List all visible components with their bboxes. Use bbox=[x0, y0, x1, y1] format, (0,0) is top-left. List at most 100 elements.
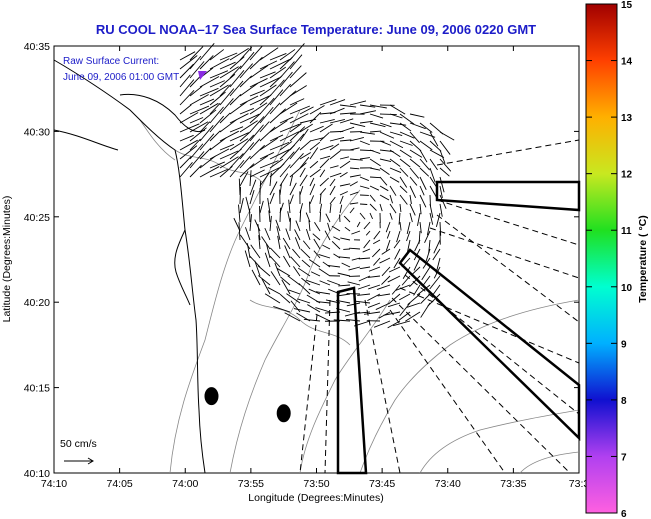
current-vector bbox=[369, 185, 380, 191]
current-vector bbox=[379, 122, 392, 128]
current-vector bbox=[339, 126, 355, 133]
current-vector bbox=[319, 98, 337, 106]
current-vector bbox=[313, 250, 321, 259]
current-vector bbox=[199, 133, 215, 151]
current-vector bbox=[219, 98, 234, 115]
current-vector bbox=[399, 140, 413, 146]
current-vector bbox=[297, 267, 311, 277]
current-vector bbox=[295, 220, 301, 232]
current-vector bbox=[309, 141, 321, 151]
current-vector bbox=[406, 302, 421, 308]
current-vector bbox=[325, 299, 341, 304]
current-vector bbox=[293, 308, 311, 313]
current-vector bbox=[279, 83, 292, 97]
current-vector bbox=[409, 113, 425, 118]
x-tick-label: 74:00 bbox=[172, 478, 198, 490]
current-vector bbox=[359, 185, 370, 190]
current-vector bbox=[306, 228, 311, 241]
current-vector bbox=[379, 158, 392, 163]
current-vector bbox=[257, 265, 271, 277]
coastline bbox=[53, 59, 206, 474]
current-vector bbox=[283, 255, 291, 268]
current-vector bbox=[279, 102, 298, 115]
current-vector bbox=[287, 275, 301, 286]
current-vector bbox=[286, 293, 301, 304]
current-vector bbox=[429, 185, 438, 199]
current-vector bbox=[357, 284, 371, 290]
current-vector bbox=[199, 155, 216, 169]
current-vector bbox=[389, 176, 400, 183]
y-tick-label: 40:35 bbox=[24, 41, 50, 53]
current-vector bbox=[439, 167, 450, 177]
bathymetry-contour bbox=[359, 299, 580, 474]
current-vector bbox=[363, 221, 371, 230]
current-vector bbox=[229, 132, 250, 142]
current-vector bbox=[229, 70, 245, 88]
current-vector bbox=[413, 257, 421, 271]
current-vector bbox=[319, 177, 330, 187]
colorbar-label: Temperature ( °C) bbox=[637, 215, 649, 302]
current-vector bbox=[336, 307, 351, 313]
current-vector bbox=[429, 158, 438, 171]
current-vector bbox=[389, 113, 403, 119]
current-vector bbox=[312, 233, 321, 241]
current-vector bbox=[275, 219, 281, 232]
current-vector bbox=[359, 120, 373, 124]
current-vector bbox=[379, 176, 388, 186]
current-vector bbox=[209, 102, 221, 115]
current-vector bbox=[259, 47, 279, 61]
current-vector bbox=[259, 71, 276, 79]
current-vector bbox=[420, 293, 431, 304]
current-vector bbox=[299, 106, 314, 115]
current-vector bbox=[289, 65, 302, 79]
current-vector bbox=[341, 262, 351, 268]
current-vector bbox=[209, 80, 225, 88]
current-vector bbox=[410, 266, 421, 276]
current-vector bbox=[249, 65, 269, 79]
current-vector bbox=[381, 248, 391, 255]
current-vector bbox=[259, 94, 272, 106]
current-vector bbox=[379, 194, 390, 201]
current-vector bbox=[209, 70, 229, 79]
current-vector bbox=[419, 203, 422, 215]
current-vector bbox=[395, 284, 411, 291]
current-vector bbox=[269, 163, 285, 178]
current-vector bbox=[189, 127, 207, 142]
current-vector bbox=[399, 122, 412, 132]
current-vector bbox=[229, 159, 245, 178]
current-vector bbox=[409, 167, 420, 179]
current-vector bbox=[309, 183, 316, 196]
current-vector bbox=[239, 113, 260, 124]
current-vector bbox=[308, 259, 321, 268]
current-vector bbox=[299, 128, 309, 142]
current-vector bbox=[349, 191, 359, 196]
shipping-lane-dashed bbox=[436, 139, 580, 166]
shipping-lane-dashed bbox=[324, 299, 331, 474]
current-vector bbox=[189, 164, 202, 178]
current-vector bbox=[372, 239, 381, 245]
current-vector bbox=[289, 85, 307, 97]
current-vector bbox=[254, 260, 261, 277]
current-vector bbox=[239, 51, 255, 70]
current-vector bbox=[279, 141, 293, 151]
current-vector bbox=[328, 288, 341, 295]
current-vector bbox=[346, 319, 361, 322]
current-vector bbox=[329, 185, 336, 196]
current-vector bbox=[419, 176, 427, 190]
current-vector bbox=[329, 150, 341, 160]
current-vector bbox=[369, 149, 381, 154]
current-vector bbox=[209, 91, 226, 106]
current-vector bbox=[289, 126, 306, 142]
current-vector bbox=[179, 51, 196, 61]
current-vector bbox=[289, 182, 297, 196]
current-vector bbox=[435, 257, 441, 274]
current-vector bbox=[299, 167, 306, 178]
current-vector bbox=[369, 167, 381, 171]
current-vector bbox=[289, 123, 302, 133]
current-vector bbox=[249, 189, 255, 205]
current-vector bbox=[249, 102, 268, 115]
current-vector bbox=[229, 148, 242, 160]
current-vector bbox=[267, 287, 281, 295]
current-vector bbox=[399, 149, 412, 158]
